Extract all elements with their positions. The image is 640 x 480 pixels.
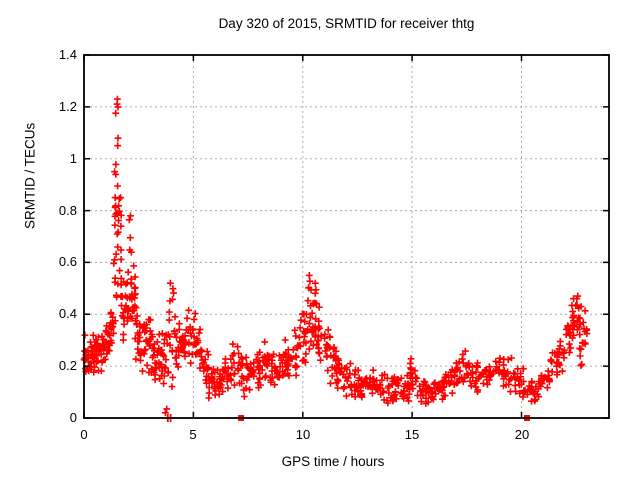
x-tick-label: 5 — [189, 427, 197, 442]
grid-path — [85, 56, 608, 417]
chart-title: Day 320 of 2015, SRMTID for receiver tht… — [218, 16, 475, 31]
y-tick-label: 0.8 — [58, 203, 77, 218]
axis-ticks — [83, 54, 609, 419]
x-tick-label: 15 — [404, 427, 420, 442]
plot-border — [83, 54, 610, 419]
y-tick-label: 1.4 — [58, 47, 77, 62]
y-tick-label: 1.2 — [58, 99, 77, 114]
x-tick-label: 10 — [295, 427, 311, 442]
x-tick-label: 20 — [514, 427, 530, 442]
y-tick-label: 0.2 — [58, 358, 77, 373]
scatter-plus-markers — [80, 95, 591, 417]
scatter-points — [80, 95, 591, 417]
tick-path — [83, 54, 609, 419]
x-tick-label: 0 — [80, 427, 88, 442]
y-tick-label: 0.4 — [58, 306, 77, 321]
y-tick-label: 0.6 — [58, 254, 77, 269]
gridlines — [85, 56, 608, 417]
y-tick-label: 0 — [69, 410, 77, 425]
y-tick-label: 1 — [69, 151, 77, 166]
x-axis-label: GPS time / hours — [281, 454, 385, 469]
